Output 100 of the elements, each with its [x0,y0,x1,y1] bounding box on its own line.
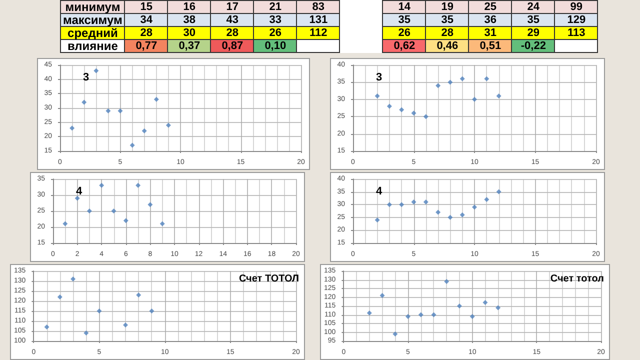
text: 16 [183,1,196,13]
category-label: средний [68,26,118,40]
point [423,200,428,205]
text: 14 [398,1,411,13]
text: 4 [76,186,83,198]
point [472,96,477,102]
point [62,221,68,226]
point [166,122,171,128]
point [496,305,501,310]
text: 25 [484,1,497,13]
point [386,104,392,109]
text: 28 [226,27,239,39]
point [122,322,128,328]
point [496,93,502,98]
point [70,126,75,131]
text: 34 [140,14,153,26]
text: 31 [484,27,497,39]
point [154,96,159,102]
point [374,217,380,222]
point [84,330,89,336]
text: 0,51 [480,40,502,52]
text: 21 [269,1,282,13]
point [436,83,441,88]
point [411,110,416,116]
text: 19 [441,1,454,13]
point [366,310,372,316]
point [406,314,411,319]
text: 35 [441,14,454,26]
point [411,200,416,205]
point [436,210,441,215]
point [484,196,490,202]
point [142,128,147,134]
text: 29 [527,27,540,39]
text: 28 [441,27,454,39]
point [86,208,92,214]
text: 0,10 [264,40,286,52]
point [106,108,111,114]
text: 26 [269,27,282,39]
text: 24 [527,1,540,13]
text: 30 [183,27,196,39]
text: 83 [312,1,325,13]
text: 26 [398,27,411,39]
point [374,93,380,98]
category-label: влияние [67,39,118,53]
point [99,182,104,188]
point [111,208,116,214]
point [448,80,453,85]
point [460,212,465,218]
point [444,279,450,284]
point [44,324,50,330]
point [149,308,154,314]
text: 3 [83,72,90,84]
text: 35 [398,14,411,26]
chart-title: Счет ТОТОЛ [238,274,299,284]
point [460,76,465,82]
text: 4 [376,186,383,198]
point [118,108,123,114]
point [123,218,128,224]
text: 38 [183,14,196,26]
point [482,300,488,305]
point [418,312,424,318]
point [496,189,502,194]
point [96,308,102,314]
point [70,276,76,282]
text: 28 [140,27,153,39]
point [423,114,428,120]
point [431,312,436,318]
point [160,221,165,226]
point [386,202,392,208]
text: 17 [226,1,239,13]
point [392,332,398,336]
point [448,214,453,220]
text: 0,46 [436,40,458,52]
text: 3 [376,72,382,84]
category-label: минимум [65,0,120,14]
point [470,314,475,319]
text: 33 [269,14,282,26]
point [136,182,141,188]
text: 0,62 [394,40,416,52]
text: 112 [310,27,328,39]
point [399,107,404,112]
category-label: максимум [63,13,122,27]
point [74,196,80,201]
text: 113 [568,27,586,39]
text: 0,87 [222,40,244,52]
text: 36 [484,14,497,26]
text: 15 [140,1,153,13]
text: 0,77 [136,40,158,52]
point [472,204,477,210]
text: 35 [527,14,540,26]
text: -0,22 [520,40,546,52]
text: 43 [226,14,239,26]
point [484,76,490,82]
point [94,68,99,74]
point [130,142,135,148]
text: 131 [309,14,328,26]
chart-title: Счет тотол [550,274,604,284]
point [136,292,142,298]
point [380,293,385,298]
text: 0,37 [178,40,200,52]
